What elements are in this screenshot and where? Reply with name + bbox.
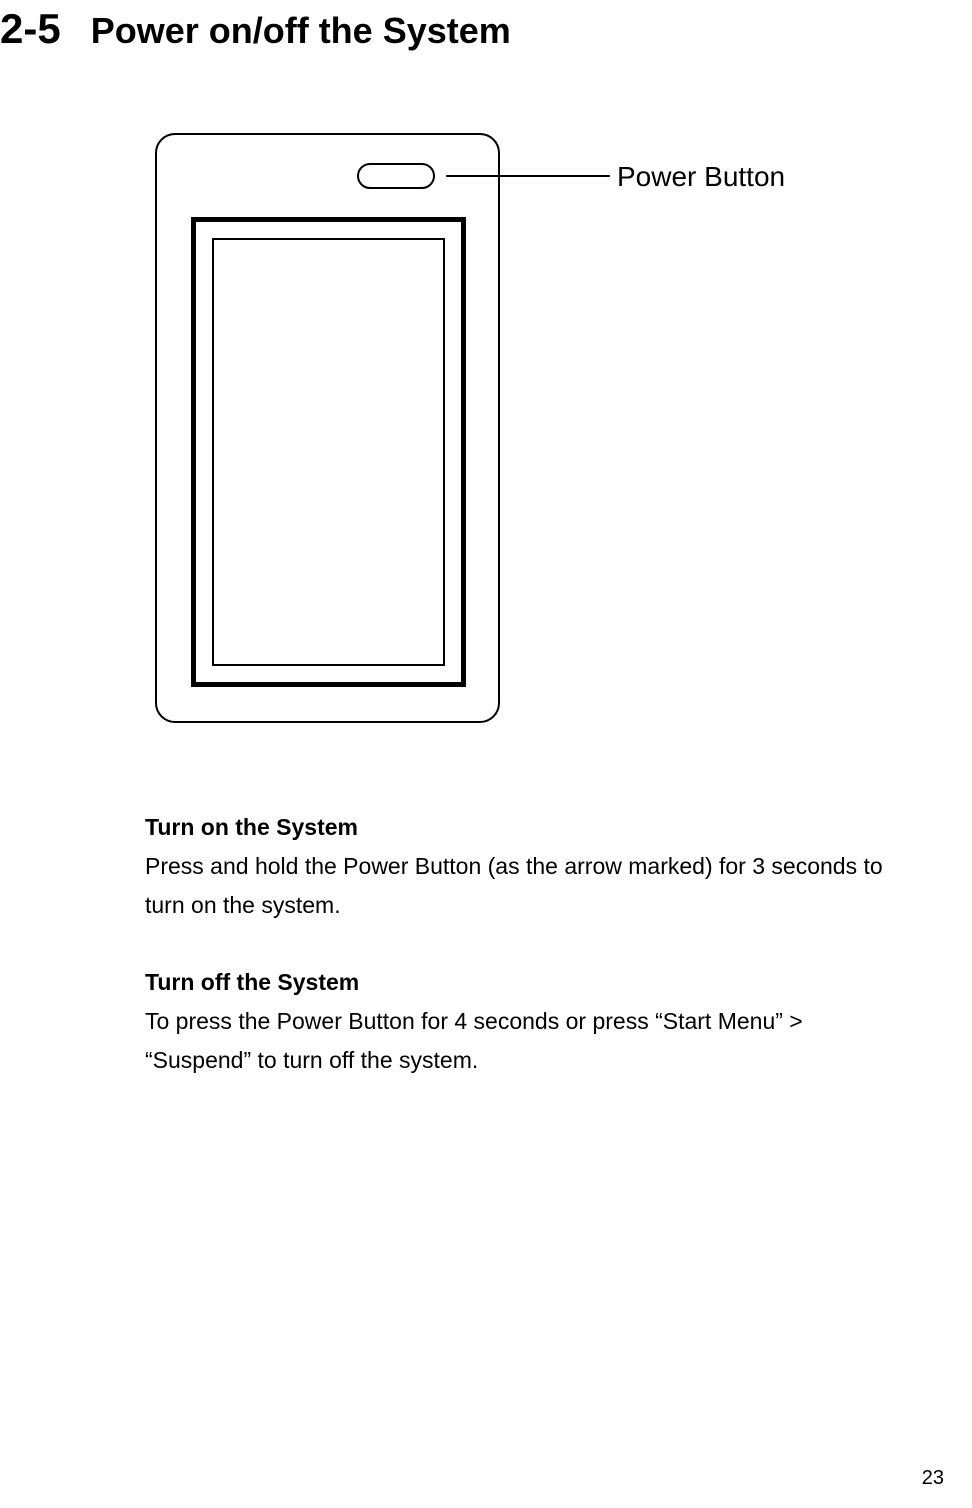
page-number: 23 [922, 1467, 944, 1490]
section-header: 2-5 Power on/off the System [0, 0, 942, 53]
screen-outer-frame [191, 217, 466, 687]
screen-inner-frame [212, 238, 445, 666]
power-button-label: Power Button [617, 161, 785, 193]
device-diagram: Power Button [155, 133, 942, 753]
turn-off-body: To press the Power Button for 4 seconds … [145, 1002, 915, 1080]
page-content: 2-5 Power on/off the System Power Button… [0, 0, 972, 1081]
turn-on-body: Press and hold the Power Button (as the … [145, 847, 915, 925]
turn-off-heading: Turn off the System [145, 963, 915, 1002]
section-number: 2-5 [0, 5, 61, 53]
top-bezel [193, 157, 463, 195]
turn-on-heading: Turn on the System [145, 808, 915, 847]
body-text: Turn on the System Press and hold the Po… [145, 808, 915, 1081]
label-leader-line [446, 175, 610, 177]
device-outline [155, 133, 500, 723]
power-button-icon [357, 163, 435, 189]
section-title: Power on/off the System [91, 10, 511, 52]
